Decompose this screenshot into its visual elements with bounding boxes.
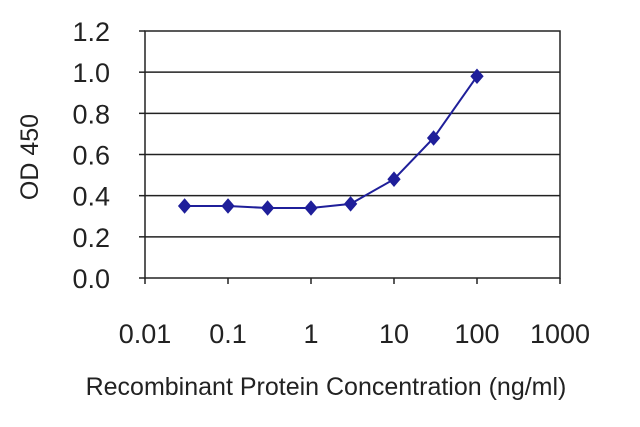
- y-tick-label: 0.2: [72, 223, 110, 253]
- y-tick-label: 1.0: [72, 58, 110, 88]
- data-point: [387, 171, 401, 187]
- data-point: [260, 200, 275, 216]
- x-tick-label: 100: [454, 319, 499, 349]
- series-line: [184, 75, 478, 209]
- data-point: [426, 130, 441, 146]
- data-point: [343, 196, 358, 212]
- y-tick-label: 1.2: [72, 17, 110, 47]
- x-axis-title: Recombinant Protein Concentration (ng/ml…: [86, 373, 567, 401]
- y-tick-label: 0.4: [72, 182, 110, 212]
- x-axis-ticks: 0.01 0.1 1 10 100 1000: [119, 278, 590, 349]
- series-group: [177, 68, 484, 216]
- data-point: [221, 198, 235, 214]
- gridlines: [145, 71, 560, 238]
- y-axis-ticks: 0.0 0.2 0.4 0.6 0.8 1.0 1.2: [72, 17, 145, 294]
- x-tick-label: 1000: [530, 319, 590, 349]
- y-axis-title: OD 450: [16, 114, 44, 200]
- x-tick-label: 0.1: [209, 319, 247, 349]
- data-point: [470, 68, 484, 85]
- data-point: [304, 200, 318, 216]
- y-tick-label: 0.0: [72, 264, 110, 294]
- y-tick-label: 0.6: [72, 141, 110, 171]
- y-tick-label: 0.8: [72, 99, 110, 129]
- x-tick-label: 1: [303, 319, 318, 349]
- data-point: [177, 198, 192, 214]
- x-tick-label: 0.01: [119, 319, 172, 349]
- x-tick-label: 10: [379, 319, 409, 349]
